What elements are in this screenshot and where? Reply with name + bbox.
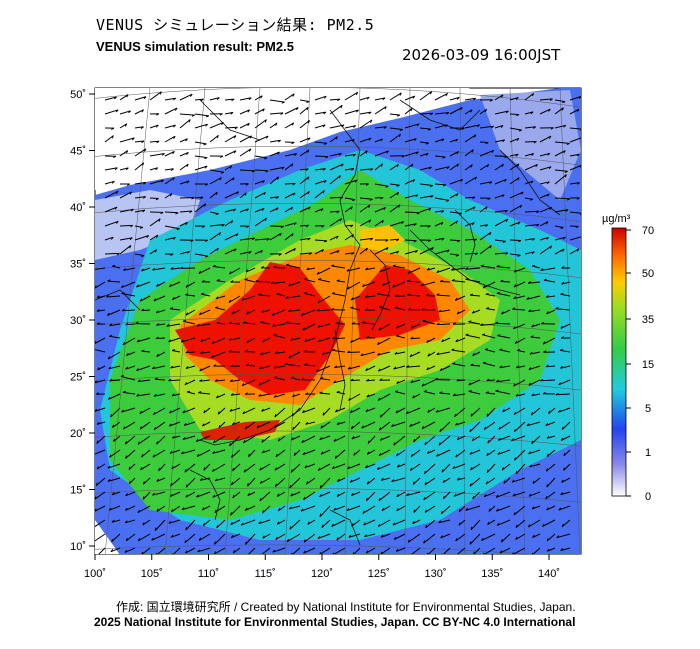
wind-arrow: [120, 225, 133, 226]
lat-tick-label: 15˚: [70, 485, 86, 497]
colorbar-tick-label: 35: [642, 314, 654, 326]
wind-arrowhead: [93, 526, 94, 529]
wind-arrowhead: [351, 307, 354, 308]
wind-arrowhead: [246, 542, 247, 545]
lon-tick-label: 130˚: [424, 568, 446, 580]
wind-arrow: [501, 282, 511, 283]
wind-arrow: [315, 156, 328, 157]
wind-arrow: [332, 338, 345, 339]
wind-arrowhead: [323, 413, 324, 416]
wind-arrowhead: [582, 137, 584, 139]
wind-arrow: [480, 142, 488, 143]
wind-arrowhead: [532, 265, 535, 266]
wind-arrow: [165, 212, 178, 213]
lon-tick-label: 135˚: [481, 568, 503, 580]
lon-tick-label: 100˚: [84, 568, 106, 580]
wind-arrow: [150, 198, 159, 199]
wind-arrowhead: [91, 348, 94, 349]
lat-tick-label: 45˚: [70, 146, 86, 158]
colorbar-unit: µg/m³: [602, 213, 631, 225]
wind-arrowhead: [471, 527, 472, 530]
wind-arrow: [256, 282, 270, 283]
wind-arrowhead: [93, 539, 94, 542]
wind-arrowhead: [487, 470, 488, 473]
wind-arrow: [336, 324, 345, 325]
wind-arrowhead: [320, 514, 321, 517]
latitude-axis: 50˚ 45˚ 40˚ 35˚ 30˚ 25˚ 20˚ 15˚ 10˚: [70, 89, 95, 553]
wind-arrow: [347, 352, 360, 353]
wind-arrowhead: [186, 527, 187, 530]
wind-arrowhead: [516, 471, 517, 474]
wind-arrow: [440, 282, 450, 283]
lat-tick-label: 35˚: [70, 259, 86, 271]
wind-arrow: [555, 198, 570, 199]
lon-tick-label: 120˚: [311, 568, 333, 580]
credit-line-2: 2025 National Institute for Environmenta…: [94, 615, 575, 629]
wind-arrowhead: [96, 554, 97, 557]
wind-arrow: [495, 323, 510, 324]
wind-arrow: [274, 268, 285, 269]
wind-arrowhead: [487, 414, 488, 417]
wind-arrowhead: [187, 391, 190, 392]
wind-arrowhead: [248, 483, 249, 486]
lat-tick-label: 30˚: [70, 315, 86, 327]
credit-line-1: 作成: 国立環境研究所 / Created by National Instit…: [116, 598, 576, 615]
colorbar-tick-label: 0: [645, 491, 651, 503]
colorbar: µg/m³ 70 50 35 15 5 1 0: [602, 213, 654, 503]
wind-arrowhead: [482, 334, 485, 335]
wind-arrowhead: [292, 413, 293, 416]
wind-arrowhead: [547, 484, 548, 487]
wind-arrow: [510, 114, 519, 115]
wind-arrow: [510, 240, 521, 241]
lat-tick-label: 10˚: [70, 541, 86, 553]
wind-arrow: [437, 324, 450, 325]
wind-arrow: [142, 351, 150, 352]
wind-arrowhead: [143, 497, 144, 500]
lon-tick-label: 115˚: [255, 568, 276, 580]
wind-arrow: [525, 142, 536, 143]
lat-tick-label: 50˚: [70, 89, 86, 101]
colorbar-bar: [612, 228, 626, 496]
wind-arrow: [105, 253, 120, 254]
longitude-axis: 100˚ 105˚ 110˚ 115˚ 120˚ 125˚ 130˚ 135˚ 140˚: [84, 554, 560, 580]
lon-tick-label: 140˚: [538, 568, 560, 580]
wind-arrowhead: [423, 320, 426, 321]
wind-arrowhead: [245, 555, 246, 558]
wind-arrowhead: [582, 236, 584, 238]
colorbar-tick-label: 15: [642, 359, 654, 371]
colorbar-tick-label: 1: [645, 447, 651, 459]
wind-arrowhead: [159, 468, 160, 471]
wind-arrow: [450, 240, 460, 241]
lat-tick-label: 25˚: [70, 372, 86, 384]
lon-tick-label: 105˚: [141, 568, 163, 580]
colorbar-tick-label: 70: [642, 225, 654, 237]
wind-arrowhead: [454, 554, 455, 557]
lon-tick-label: 110˚: [198, 568, 219, 580]
wind-arrowhead: [368, 441, 369, 444]
wind-arrowhead: [130, 481, 131, 484]
wind-arrowhead: [91, 268, 93, 270]
colorbar-tick-label: 50: [642, 268, 654, 280]
wind-arrowhead: [414, 510, 415, 513]
colorbar-tick-label: 5: [645, 403, 651, 415]
lat-tick-label: 40˚: [70, 202, 86, 214]
concentration-field: [80, 87, 600, 560]
lon-tick-label: 125˚: [368, 568, 390, 580]
lat-tick-label: 20˚: [70, 428, 86, 440]
